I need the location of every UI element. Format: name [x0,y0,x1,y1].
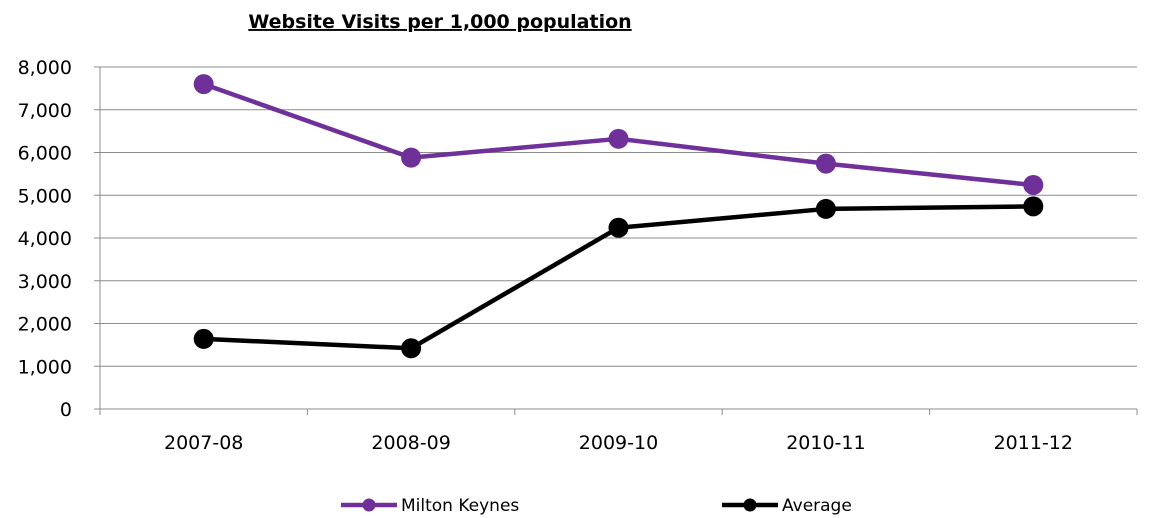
legend-label: Average [782,496,852,516]
gridlines [94,66,1137,410]
y-tick-label: 6,000 [18,143,72,165]
legend-swatch-marker [362,498,376,512]
x-tick-label: 2008-09 [371,432,450,454]
data-point [193,74,214,95]
x-tick-label: 2009-10 [579,432,658,454]
data-point [815,153,836,174]
y-tick-label: 4,000 [18,228,72,250]
chart-title: Website Visits per 1,000 population [248,11,631,33]
data-point [193,328,214,349]
data-point [608,128,629,149]
data-point [608,217,629,238]
x-axis-ticks: 2007-08 2008-09 2009-10 2010-11 2011-12 [164,432,1073,454]
y-tick-label: 3,000 [18,271,72,293]
series-lines [202,81,1034,351]
y-tick-label: 0 [60,399,72,421]
y-tick-label: 7,000 [18,100,72,122]
y-tick-label: 5,000 [18,185,72,207]
legend: Milton Keynes Average [341,496,852,516]
x-tick-label: 2010-11 [786,432,865,454]
x-tick-label: 2007-08 [164,432,243,454]
data-point [1023,196,1044,217]
data-point [815,198,836,219]
data-point [401,147,422,168]
y-tick-label: 2,000 [18,314,72,336]
series-points [193,74,1044,359]
data-point [401,338,422,359]
legend-label: Milton Keynes [401,496,519,516]
y-tick-label: 1,000 [18,356,72,378]
x-tick-label: 2011-12 [994,432,1073,454]
y-tick-label: 8,000 [18,57,72,79]
y-axis-ticks: 0 1,000 2,000 3,000 4,000 5,000 6,000 7,000 8,00… [18,57,72,421]
axes [99,67,1138,415]
legend-swatch-marker [743,498,757,512]
data-point [1023,174,1044,195]
